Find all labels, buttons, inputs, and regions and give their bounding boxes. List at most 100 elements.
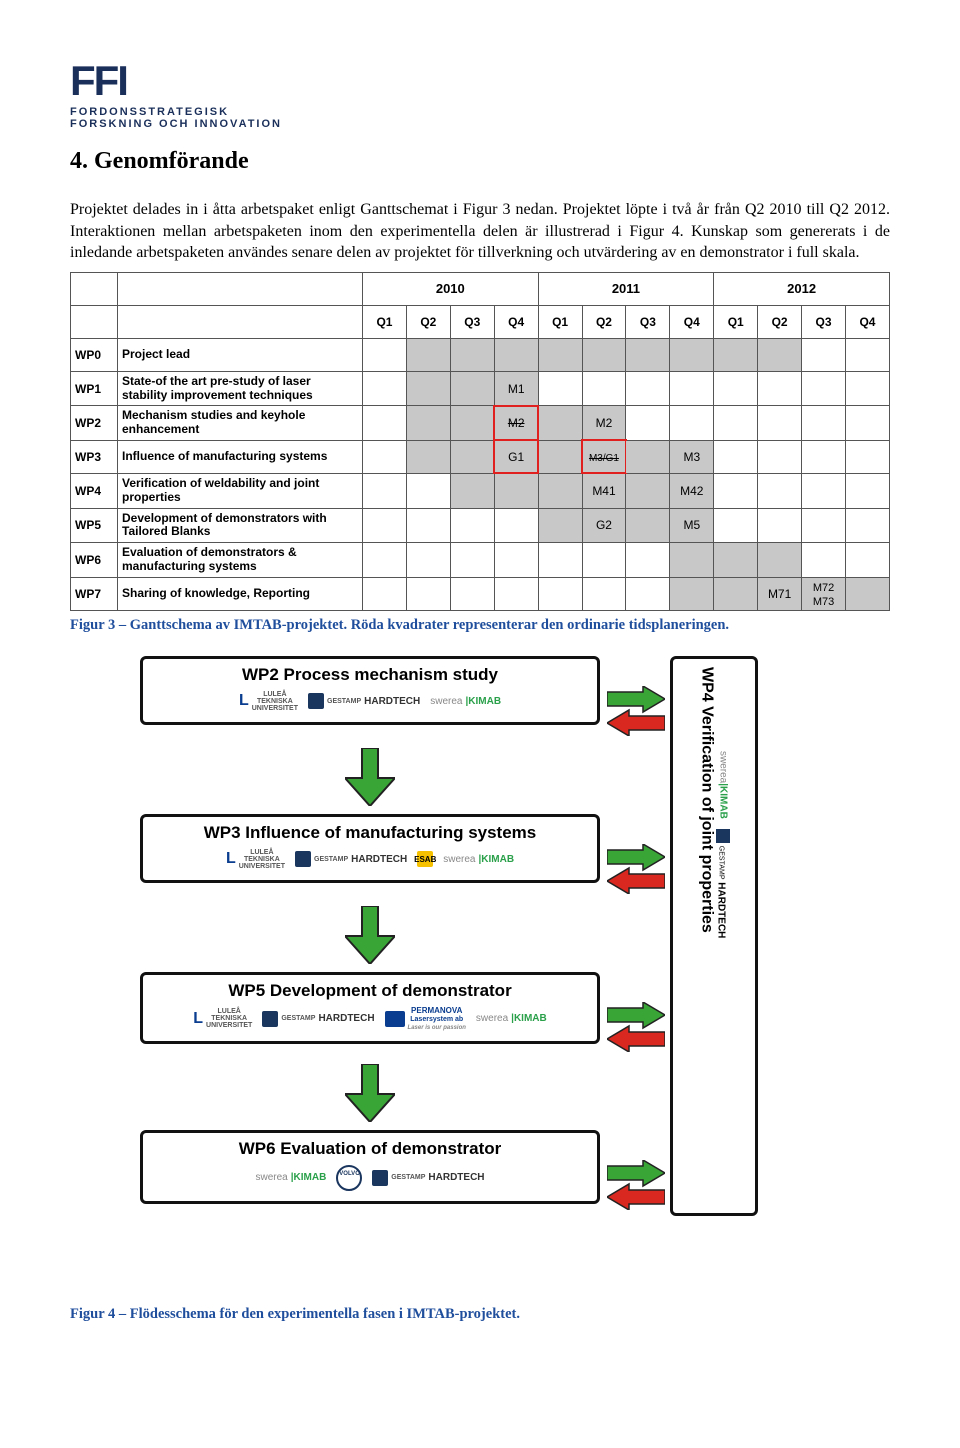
wp-description: State-of the art pre-study of laser stab… <box>118 371 363 406</box>
section-heading: 4. Genomförande <box>70 148 890 175</box>
gantt-cell <box>758 406 802 441</box>
gantt-cell <box>538 543 582 578</box>
gantt-cell <box>714 577 758 610</box>
logo-row: LLULEÅTEKNISKAUNIVERSITET GESTAMPHARDTECH… <box>151 849 589 870</box>
gantt-cell <box>670 406 714 441</box>
wp-code: WP4 <box>71 473 118 508</box>
gantt-cell <box>670 543 714 578</box>
gantt-cell: M3/G1 <box>582 440 626 473</box>
gantt-cell <box>538 338 582 371</box>
gantt-cell <box>626 508 670 543</box>
gantt-cell <box>363 406 407 441</box>
gantt-cell <box>450 440 494 473</box>
gantt-cell <box>758 371 802 406</box>
gantt-milestone: M3 <box>683 450 700 464</box>
gantt-year: 2012 <box>714 272 890 305</box>
gantt-row: WP1State-of the art pre-study of laser s… <box>71 371 890 406</box>
gantt-quarter-head: Q4 <box>494 305 538 338</box>
gantt-cell: M72M73 <box>802 577 846 610</box>
wp4-title: WP4 Verification of joint properties <box>698 667 716 933</box>
gantt-cell <box>758 508 802 543</box>
gantt-cell <box>406 577 450 610</box>
logo-subtitle-1: FORDONSSTRATEGISK <box>70 106 890 118</box>
lulea-logo: LLULEÅTEKNISKAUNIVERSITET <box>239 691 298 712</box>
wp-description: Influence of manufacturing systems <box>118 440 363 473</box>
gantt-cell <box>714 508 758 543</box>
gantt-cell <box>363 577 407 610</box>
gantt-cell <box>802 371 846 406</box>
gantt-quarter-head: Q3 <box>626 305 670 338</box>
gantt-cell: G2 <box>582 508 626 543</box>
gantt-cell <box>758 338 802 371</box>
gantt-cell <box>363 371 407 406</box>
hardtech-logo: GESTAMP HARDTECH <box>716 829 731 938</box>
gantt-year: 2010 <box>363 272 539 305</box>
gantt-row: WP3Influence of manufacturing systemsG1M… <box>71 440 890 473</box>
gantt-quarter-row: Q1Q2Q3Q4Q1Q2Q3Q4Q1Q2Q3Q4 <box>71 305 890 338</box>
volvo-logo: VOLVO <box>336 1165 362 1191</box>
gantt-cell <box>450 543 494 578</box>
hardtech-logo: GESTAMPHARDTECH <box>295 851 407 867</box>
gantt-cell <box>845 543 889 578</box>
gantt-cell <box>494 338 538 371</box>
gantt-row: WP5Development of demonstrators with Tai… <box>71 508 890 543</box>
wp4-logo-row: swerea|KIMAB GESTAMP HARDTECH <box>716 751 731 938</box>
gantt-cell <box>450 406 494 441</box>
gantt-cell <box>670 577 714 610</box>
gantt-milestone: M5 <box>683 518 700 532</box>
gantt-milestone: M72M73 <box>813 582 834 608</box>
wp-description: Verification of weldability and joint pr… <box>118 473 363 508</box>
wp5-box: WP5 Development of demonstratorLLULEÅTEK… <box>140 972 600 1044</box>
gantt-cell <box>450 508 494 543</box>
ffi-logo: FFI FORDONSSTRATEGISK FORSKNING OCH INNO… <box>70 60 890 130</box>
wp6-title: WP6 Evaluation of demonstrator <box>151 1139 589 1159</box>
gantt-cell: M2 <box>494 406 538 441</box>
gantt-cell <box>802 338 846 371</box>
gantt-row: WP2Mechanism studies and keyhole enhance… <box>71 406 890 441</box>
gantt-row: WP6Evaluation of demonstrators & manufac… <box>71 543 890 578</box>
gantt-cell <box>406 406 450 441</box>
kimab-logo: swerea|KIMAB <box>443 854 514 865</box>
gantt-cell <box>845 440 889 473</box>
wp6-box: WP6 Evaluation of demonstratorswerea|KIM… <box>140 1130 600 1204</box>
hardtech-logo: GESTAMPHARDTECH <box>262 1011 374 1027</box>
kimab-logo: swerea|KIMAB <box>430 696 501 707</box>
gantt-cell <box>450 577 494 610</box>
gantt-cell <box>406 440 450 473</box>
arrow-swap-icon <box>607 1160 665 1215</box>
flowchart: WP2 Process mechanism study LLULEÅTEKNISK… <box>140 656 820 1296</box>
permanova-logo: PERMANOVALasersystem abLaser is our pass… <box>385 1007 466 1031</box>
gantt-cell: G1 <box>494 440 538 473</box>
gantt-milestone: M2 <box>596 416 613 430</box>
gantt-cell <box>406 543 450 578</box>
wp-description: Project lead <box>118 338 363 371</box>
gantt-milestone: M42 <box>680 484 703 498</box>
gantt-cell <box>538 508 582 543</box>
wp2-title: WP2 Process mechanism study <box>151 665 589 685</box>
wp3-box: WP3 Influence of manufacturing systemsLL… <box>140 814 600 883</box>
gantt-cell: M2 <box>582 406 626 441</box>
gantt-cell <box>714 371 758 406</box>
wp-code: WP6 <box>71 543 118 578</box>
gantt-cell <box>758 473 802 508</box>
wp4-box: WP4 Verification of joint propertiesswer… <box>670 656 758 1216</box>
gantt-cell <box>450 473 494 508</box>
gantt-cell <box>363 440 407 473</box>
wp-description: Evaluation of demonstrators & manufactur… <box>118 543 363 578</box>
gantt-cell <box>758 440 802 473</box>
hardtech-logo: GESTAMPHARDTECH <box>372 1170 484 1186</box>
gantt-cell <box>406 508 450 543</box>
gantt-cell <box>802 543 846 578</box>
gantt-cell <box>582 338 626 371</box>
gantt-cell: M71 <box>758 577 802 610</box>
gantt-cell <box>845 473 889 508</box>
gantt-cell <box>845 508 889 543</box>
gantt-milestone: M3/G1 <box>589 453 619 464</box>
gantt-cell <box>626 543 670 578</box>
wp-description: Mechanism studies and keyhole enhancemen… <box>118 406 363 441</box>
gantt-cell <box>758 543 802 578</box>
lulea-logo: LLULEÅTEKNISKAUNIVERSITET <box>226 849 285 870</box>
gantt-cell <box>363 338 407 371</box>
gantt-cell <box>626 473 670 508</box>
gantt-cell <box>363 473 407 508</box>
